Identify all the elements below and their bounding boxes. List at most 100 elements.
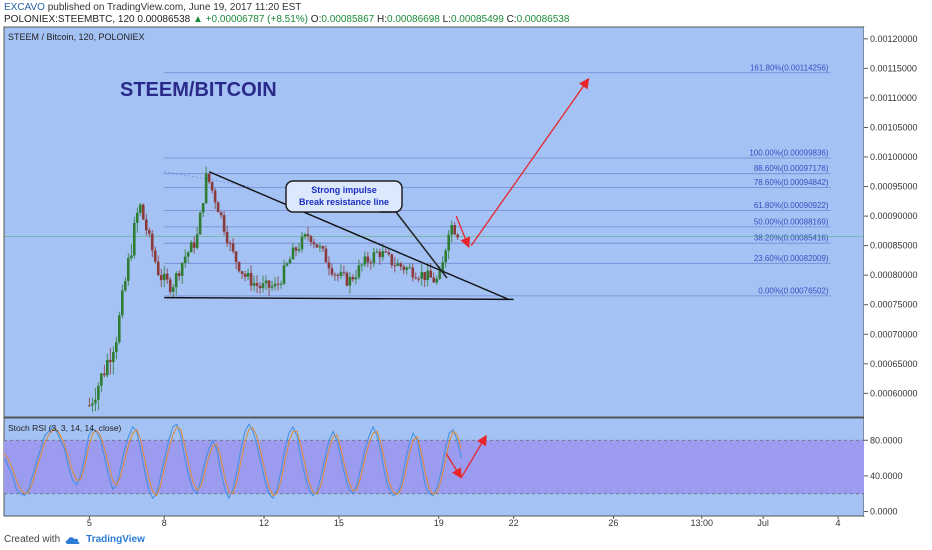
candle-body [171,287,175,292]
candle-body [210,181,214,191]
x-tick-label: 12 [259,518,269,528]
candle-body [100,373,103,386]
candle-body [357,265,361,278]
candle-body [396,263,400,266]
tradingview-cloud-icon [65,536,80,544]
candle-body [234,251,238,262]
close-value: 0.00086538 [516,14,570,25]
fib-level-label: 61.80%(0.00090922) [754,201,829,210]
trendline[interactable] [164,296,514,301]
candle-body [354,277,358,280]
y-tick-label: 0.00100000 [870,152,918,162]
candle-body [132,222,136,256]
candle-body [384,251,388,253]
candle-body [225,231,229,244]
x-tick-label: Jul [757,518,769,528]
fib-level-label: 23.60%(0.00082009) [754,254,829,263]
candle-body [336,274,340,276]
candle-body [291,247,295,260]
chart-legend: STEEM / Bitcoin, 120, POLONIEX [8,32,145,42]
stoch-arrow[interactable] [445,453,462,479]
y-tick-label: 0.00080000 [870,270,918,280]
footer: Created with TradingView [4,534,145,545]
candle-body [106,359,109,376]
y-tick-label: 0.00110000 [870,93,917,103]
candle-body [312,242,316,245]
change-up-icon: ▲ [193,14,203,25]
candle-body [141,204,145,220]
candle-body [318,246,322,248]
candle-body [390,254,394,266]
fib-level-label: 0.00%(0.00076502) [758,286,829,295]
candle-body [204,173,208,204]
candle-body [189,242,193,253]
candle-body [435,278,439,283]
candle-body [345,272,349,286]
candle-body [255,283,259,286]
candle-body [441,262,445,272]
candle-body [387,252,391,255]
candle-body [261,283,265,289]
stoch-tick-label: 0.0000 [870,507,898,517]
fib-level-label: 38.20%(0.00085416) [754,234,829,243]
candle-body [198,212,202,235]
y-tick-label: 0.00065000 [870,359,918,369]
candle-body [267,280,271,288]
candle-body [450,225,454,235]
candle-body [162,273,166,281]
candle-body [399,263,403,267]
price-axis[interactable] [864,27,932,516]
candle-body [213,190,217,203]
candle-body [306,234,310,237]
chart-watermark: STEEM/BITCOIN [120,79,277,101]
stoch-tick-label: 40.0000 [870,471,903,481]
fib-level-label: 100.00%(0.00099836) [749,148,829,157]
forecast-arrow[interactable] [455,215,471,249]
open-label: O: [310,14,322,25]
candle-body [156,261,160,276]
candle-body [372,252,376,263]
candle-body [159,275,163,281]
candle-body [249,272,253,286]
candle-body [264,280,268,284]
callout-line-1: Strong impulse [311,185,377,195]
candle-body [297,249,301,251]
candle-body [438,271,442,279]
candle-body [414,277,418,279]
time-axis[interactable] [4,516,864,530]
candle-body [165,273,169,280]
candle-body [243,273,247,277]
y-tick-label: 0.00090000 [870,211,918,221]
forecast-arrow[interactable] [470,77,590,247]
candle-body [285,263,289,266]
candle-body [279,283,283,285]
candle-body [378,251,382,258]
candle-body [201,203,205,213]
candle-body [123,281,127,291]
tradingview-logo[interactable]: TradingView [86,534,145,545]
candle-body [88,405,91,407]
trendline[interactable] [208,171,509,301]
candle-body [420,272,424,279]
candle-body [363,256,367,265]
author-name[interactable]: EXCAVO [4,2,45,13]
candle-body [112,352,115,363]
candle-body [432,277,436,283]
callout-line-2: Break resistance line [299,197,389,207]
stoch-arrow[interactable] [460,434,487,479]
candle-body [393,265,397,267]
candle-body [429,270,433,278]
candle-body [231,243,235,252]
fib-level-label: 50.00%(0.00088169) [754,217,829,226]
candle-body [207,173,211,182]
candle-body [129,255,133,258]
y-tick-label: 0.00095000 [870,182,918,192]
candle-body [219,212,223,216]
candle-body [174,273,178,288]
stoch-band [4,440,864,494]
candle-body [315,244,319,248]
candle-body [138,204,142,213]
candle-body [97,385,100,400]
